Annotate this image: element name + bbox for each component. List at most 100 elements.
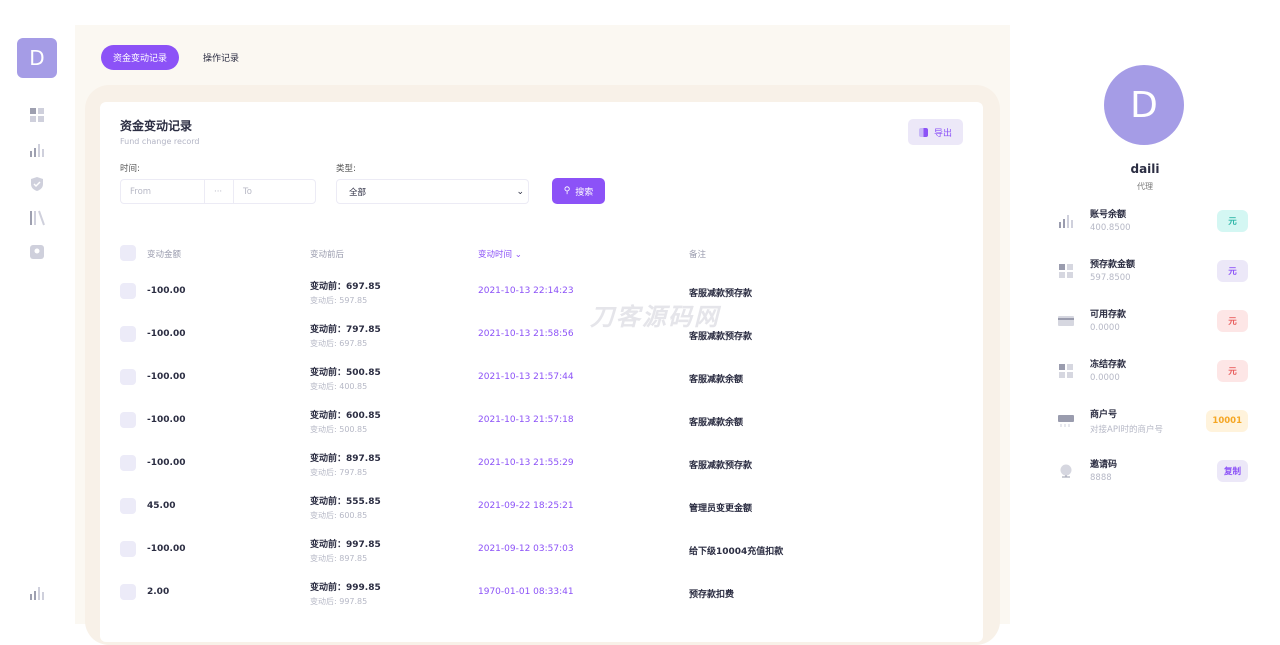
row-checkbox[interactable] xyxy=(120,326,136,342)
user-badge-icon[interactable] xyxy=(29,244,45,260)
change-time: 2021-09-12 03:57:03 xyxy=(478,544,574,554)
fund-record-card: 资金变动记录 Fund change record 导出 时间: From ··… xyxy=(100,102,983,642)
header-note[interactable]: 备注 xyxy=(689,250,707,260)
info-title: 邀请码 xyxy=(1090,460,1118,470)
export-button[interactable]: 导出 xyxy=(908,119,963,145)
row-checkbox[interactable] xyxy=(120,584,136,600)
info-value: 8888 xyxy=(1090,473,1112,483)
amount: -100.00 xyxy=(147,415,186,425)
before-after: 变动前：697.85 变动后: 597.85 xyxy=(310,279,381,306)
amount: 45.00 xyxy=(147,501,176,511)
search-icon: ⚲ xyxy=(563,186,571,196)
page-title: 资金变动记录 xyxy=(120,119,193,133)
row-checkbox[interactable] xyxy=(120,283,136,299)
shield-icon[interactable] xyxy=(29,176,45,192)
info-value: 0.0000 xyxy=(1090,373,1120,383)
account-info-item: 账号余额 400.8500 元 xyxy=(1058,207,1248,237)
info-title: 账号余额 xyxy=(1090,210,1127,220)
header-time[interactable]: 变动时间 ⌄ xyxy=(478,248,522,260)
bar-chart-icon xyxy=(1059,215,1073,228)
change-time: 2021-10-13 21:57:18 xyxy=(478,415,574,425)
before-after: 变动前：897.85 变动后: 797.85 xyxy=(310,451,381,478)
user-role: 代理 xyxy=(1137,182,1153,191)
type-value: 全部 xyxy=(349,187,367,198)
note: 客服减款预存款 xyxy=(689,461,753,471)
account-info-item: 冻结存款 0.0000 元 xyxy=(1058,357,1248,387)
sort-down-icon: ⌄ xyxy=(514,250,522,260)
before-value: 变动前：697.85 xyxy=(310,282,381,292)
profile-panel: D daili 代理 账号余额 400.8500 元 预存款金额 597.850… xyxy=(1010,0,1280,624)
account-info-item: 商户号 对接API时的商户号 10001 xyxy=(1058,407,1248,437)
after-value: 变动后: 897.85 xyxy=(310,554,368,563)
sidebar: D xyxy=(0,0,75,624)
library-icon[interactable] xyxy=(29,210,45,226)
search-button[interactable]: ⚲ 搜索 xyxy=(552,178,605,204)
select-all-checkbox[interactable] xyxy=(120,245,136,261)
logo[interactable]: D xyxy=(17,38,57,78)
info-badge: 10001 xyxy=(1206,410,1248,432)
info-badge: 元 xyxy=(1217,260,1248,282)
info-badge: 元 xyxy=(1217,360,1248,382)
date-range-input[interactable]: From ··· To xyxy=(120,179,316,204)
account-info-item: 预存款金额 597.8500 元 xyxy=(1058,257,1248,287)
header-amount[interactable]: 变动金额 xyxy=(147,250,182,260)
change-time: 1970-01-01 08:33:41 xyxy=(478,587,574,597)
after-value: 变动后: 997.85 xyxy=(310,597,368,606)
search-label: 搜索 xyxy=(575,187,594,198)
amount: -100.00 xyxy=(147,372,186,382)
after-value: 变动后: 797.85 xyxy=(310,468,368,477)
grid-icon[interactable] xyxy=(29,107,45,123)
amount: -100.00 xyxy=(147,544,186,554)
info-title: 商户号 xyxy=(1090,410,1118,420)
avatar: D xyxy=(1104,65,1184,145)
type-label: 类型: xyxy=(336,164,356,174)
change-time: 2021-10-13 22:14:23 xyxy=(478,286,574,296)
row-checkbox[interactable] xyxy=(120,455,136,471)
to-input[interactable]: To xyxy=(243,186,252,197)
grid-icon xyxy=(1059,364,1073,378)
before-value: 变动前：999.85 xyxy=(310,583,381,593)
change-time: 2021-10-13 21:58:56 xyxy=(478,329,574,339)
account-info-item: 邀请码 8888 复制 xyxy=(1058,457,1248,487)
row-checkbox[interactable] xyxy=(120,541,136,557)
note: 给下级10004充值扣款 xyxy=(689,547,784,557)
chevron-down-icon: ⌄ xyxy=(516,186,524,197)
before-value: 变动前：797.85 xyxy=(310,325,381,335)
tab-fund-records[interactable]: 资金变动记录 xyxy=(101,45,180,70)
after-value: 变动后: 600.85 xyxy=(310,511,368,520)
stats-icon[interactable] xyxy=(29,585,45,601)
before-after: 变动前：500.85 变动后: 400.85 xyxy=(310,365,381,392)
export-icon xyxy=(918,127,928,137)
info-badge[interactable]: 复制 xyxy=(1217,460,1248,482)
amount: -100.00 xyxy=(147,458,186,468)
header-time-label: 变动时间 xyxy=(478,250,513,260)
row-checkbox[interactable] xyxy=(120,369,136,385)
row-checkbox[interactable] xyxy=(120,412,136,428)
before-value: 变动前：897.85 xyxy=(310,454,381,464)
before-after: 变动前：797.85 变动后: 697.85 xyxy=(310,322,381,349)
bar-chart-icon[interactable] xyxy=(29,142,45,158)
before-value: 变动前：500.85 xyxy=(310,368,381,378)
from-input[interactable]: From xyxy=(121,180,205,203)
before-after: 变动前：999.85 变动后: 997.85 xyxy=(310,580,381,607)
type-select[interactable]: 全部 ⌄ xyxy=(336,179,529,204)
grid-icon xyxy=(1059,264,1073,278)
globe-icon xyxy=(1060,464,1072,478)
page-subtitle: Fund change record xyxy=(120,137,200,146)
header-before-after[interactable]: 变动前后 xyxy=(310,250,345,260)
after-value: 变动后: 597.85 xyxy=(310,296,368,305)
username: daili xyxy=(1130,162,1160,176)
info-value: 0.0000 xyxy=(1090,323,1120,333)
change-time: 2021-10-13 21:57:44 xyxy=(478,372,574,382)
after-value: 变动后: 400.85 xyxy=(310,382,368,391)
change-time: 2021-10-13 21:55:29 xyxy=(478,458,574,468)
before-value: 变动前：997.85 xyxy=(310,540,381,550)
tab-operation-records[interactable]: 操作记录 xyxy=(203,54,240,64)
watermark: 刀客源码网 xyxy=(590,303,720,331)
info-value: 400.8500 xyxy=(1090,223,1131,233)
after-value: 变动后: 500.85 xyxy=(310,425,368,434)
row-checkbox[interactable] xyxy=(120,498,136,514)
card-icon xyxy=(1058,316,1074,326)
info-badge: 元 xyxy=(1217,210,1248,232)
note: 预存款扣费 xyxy=(689,590,735,600)
